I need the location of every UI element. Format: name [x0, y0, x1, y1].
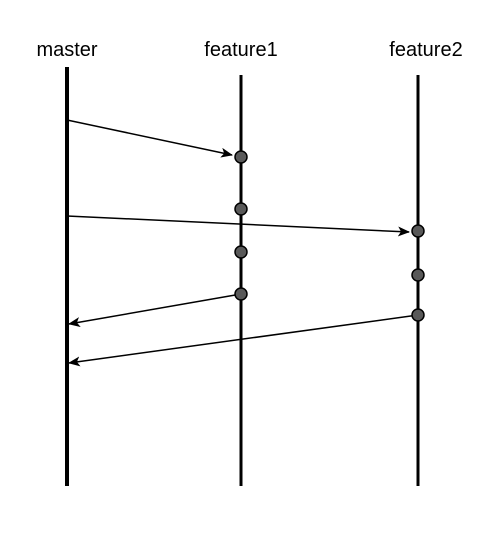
commit-feature1-4: [234, 287, 248, 301]
arrow-feature1-merge-to-master: [68, 293, 242, 328]
branch-label-feature1: feature1: [204, 39, 277, 61]
branch-label-feature2: feature2: [389, 39, 462, 61]
commit-feature1-2: [234, 202, 248, 216]
commit-feature1-1: [234, 150, 248, 164]
commit-feature1-3: [234, 245, 248, 259]
commit-feature2-3: [411, 308, 425, 322]
arrow-feature2-merge-to-master: [68, 314, 419, 367]
branch-label-master: master: [36, 39, 97, 61]
arrow-master-to-feature1: [66, 119, 233, 158]
commit-feature2-2: [411, 268, 425, 282]
commit-feature2-1: [411, 224, 425, 238]
arrow-master-to-feature2: [66, 215, 410, 237]
